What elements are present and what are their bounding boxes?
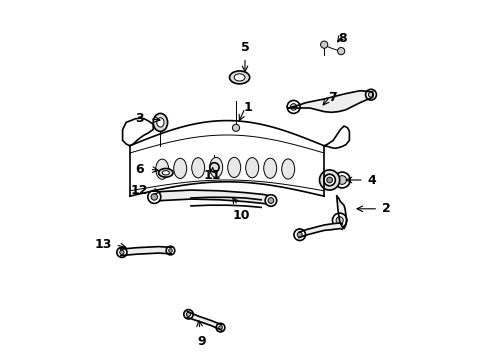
Ellipse shape [192, 158, 205, 178]
Circle shape [117, 247, 127, 257]
Text: 4: 4 [368, 174, 376, 186]
Text: 7: 7 [328, 91, 337, 104]
Circle shape [166, 246, 175, 255]
Circle shape [338, 176, 346, 184]
Ellipse shape [234, 74, 245, 81]
Circle shape [151, 194, 157, 200]
Circle shape [334, 172, 350, 188]
Ellipse shape [157, 118, 164, 127]
Ellipse shape [156, 159, 169, 179]
Text: 1: 1 [243, 101, 252, 114]
Polygon shape [288, 91, 373, 112]
Circle shape [333, 213, 347, 228]
Text: 5: 5 [241, 41, 249, 54]
Text: 11: 11 [204, 169, 221, 182]
Circle shape [216, 323, 225, 332]
Polygon shape [121, 247, 171, 256]
Circle shape [186, 312, 191, 316]
Circle shape [268, 198, 274, 203]
Text: 12: 12 [130, 184, 148, 197]
Circle shape [287, 100, 300, 113]
Text: 6: 6 [136, 163, 144, 176]
Circle shape [265, 195, 277, 206]
Circle shape [219, 326, 222, 329]
Polygon shape [153, 190, 272, 204]
Text: 13: 13 [95, 238, 112, 251]
Polygon shape [337, 196, 346, 229]
Ellipse shape [245, 158, 259, 178]
Circle shape [338, 48, 345, 55]
Ellipse shape [174, 158, 187, 179]
Circle shape [320, 41, 328, 48]
Ellipse shape [210, 157, 222, 177]
Circle shape [368, 92, 373, 97]
Ellipse shape [159, 168, 173, 177]
Circle shape [327, 177, 333, 183]
Text: 8: 8 [338, 32, 346, 45]
Circle shape [169, 249, 172, 252]
Text: 3: 3 [136, 112, 144, 125]
Circle shape [319, 170, 340, 190]
Circle shape [210, 163, 219, 172]
Ellipse shape [153, 113, 168, 131]
Polygon shape [299, 223, 342, 238]
Circle shape [184, 310, 193, 319]
Circle shape [232, 124, 240, 131]
Ellipse shape [228, 157, 241, 177]
Ellipse shape [264, 158, 277, 178]
Circle shape [148, 190, 161, 203]
Circle shape [297, 232, 302, 237]
Ellipse shape [282, 159, 294, 179]
Circle shape [324, 174, 335, 186]
Circle shape [291, 104, 297, 110]
Circle shape [120, 250, 124, 255]
Text: 2: 2 [382, 202, 391, 215]
Polygon shape [187, 311, 221, 330]
Ellipse shape [162, 171, 170, 175]
Text: 10: 10 [233, 209, 250, 222]
Circle shape [294, 229, 305, 240]
Circle shape [336, 217, 343, 224]
Text: 9: 9 [197, 335, 206, 348]
Ellipse shape [229, 71, 250, 84]
Circle shape [366, 89, 376, 100]
